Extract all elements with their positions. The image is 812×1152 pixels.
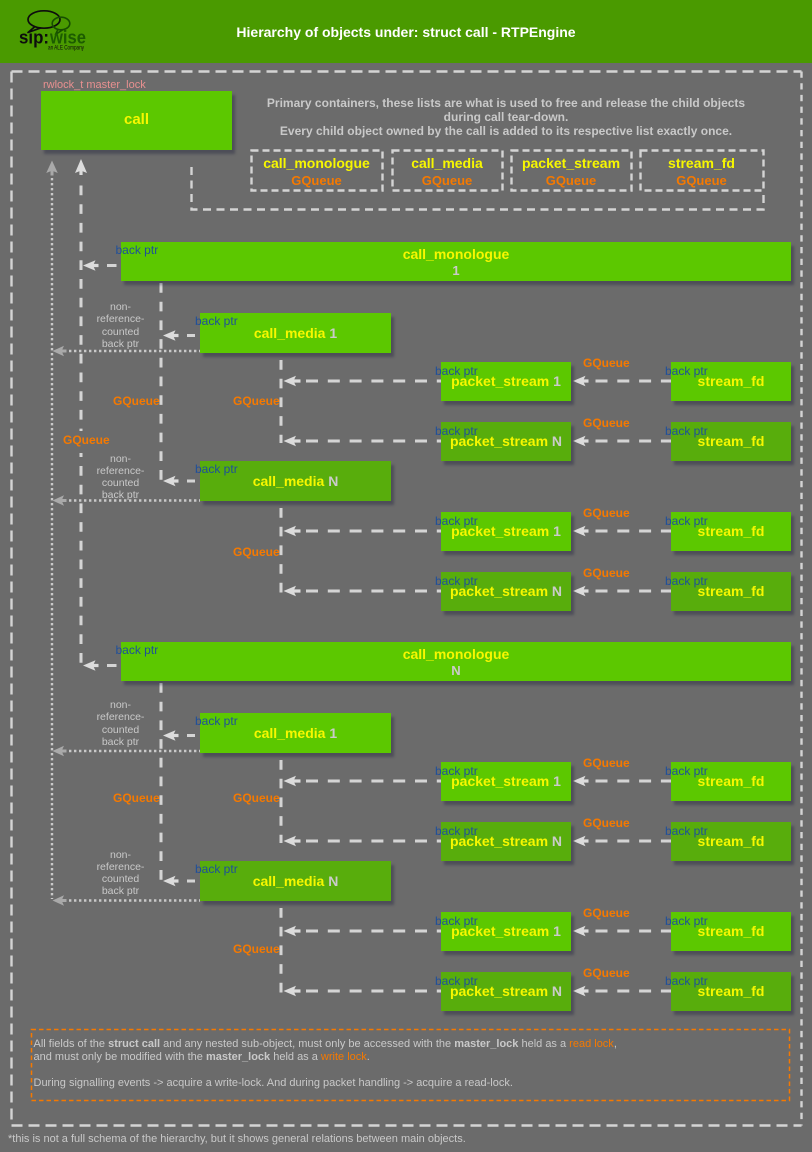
svg-text:an ALE Company: an ALE Company xyxy=(48,46,84,52)
svg-text:sip:: sip: xyxy=(19,28,49,48)
svg-text:wise: wise xyxy=(49,28,86,48)
